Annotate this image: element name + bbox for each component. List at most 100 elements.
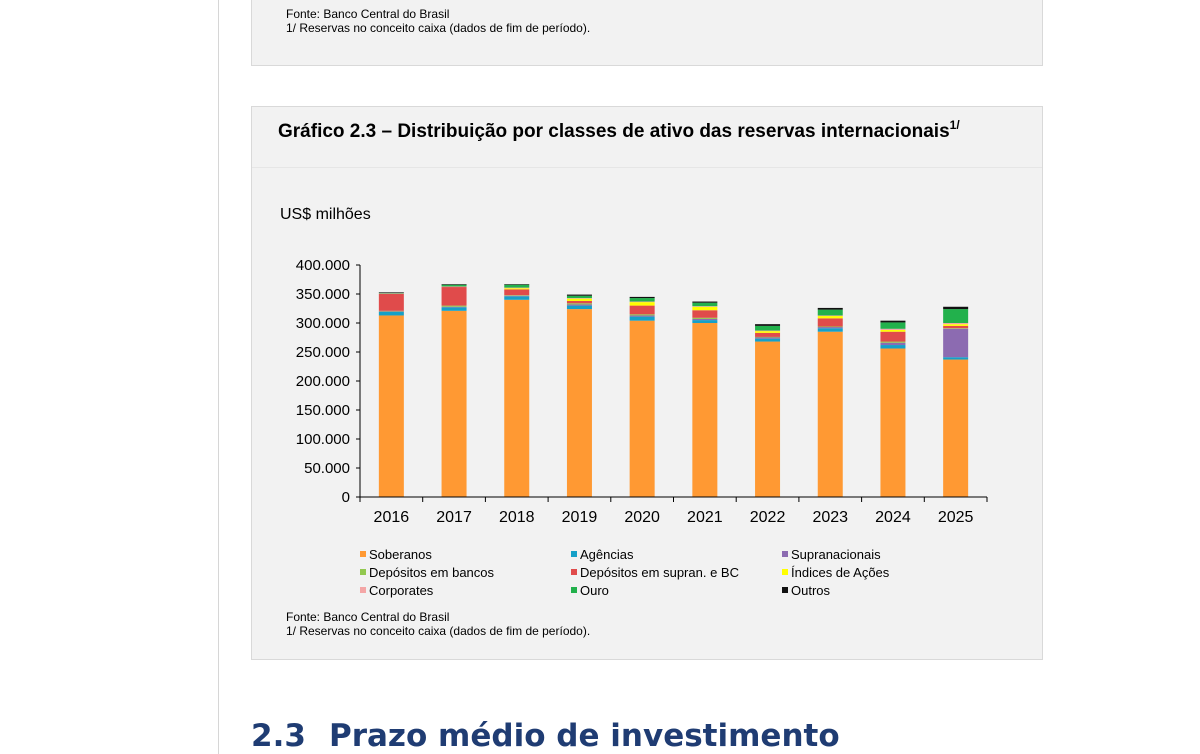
bar-segment-2024-ag-ncias [880, 345, 906, 349]
x-tick-label: 2025 [938, 509, 974, 526]
bar-segment-2025-outros [943, 306, 969, 310]
bar-segment-2017-ag-ncias [441, 307, 467, 311]
bar-segment-2020-ag-ncias [629, 316, 655, 321]
legend-swatch [782, 551, 788, 557]
bar-segment-2025-supranacionais [943, 328, 969, 358]
previous-chart-source: Fonte: Banco Central do Brasil 1/ Reserv… [286, 7, 590, 35]
legend-label: Depósitos em bancos [369, 564, 495, 580]
bar-segment-2018-soberanos [504, 299, 530, 497]
bar-segment-2025-ag-ncias [943, 357, 969, 360]
bar-segment-2022-dep-sitos-em-supran-e-bc [755, 332, 781, 337]
legend-swatch [571, 587, 577, 593]
x-tick-label: 2021 [687, 509, 723, 526]
legend-item: Supranacionais [782, 546, 993, 562]
x-tick-label: 2020 [624, 509, 660, 526]
legend-swatch [360, 587, 366, 593]
bar-segment-2018-dep-sitos-em-supran-e-bc [504, 289, 530, 296]
chart-source: Fonte: Banco Central do Brasil 1/ Reserv… [286, 610, 590, 638]
bar-segment-2019-dep-sitos-em-supran-e-bc [566, 300, 592, 304]
bar-segment-2023-supranacionais [817, 327, 843, 329]
y-tick-label: 50.000 [304, 460, 350, 477]
bar-segment-2020-outros [629, 296, 655, 299]
bar-segment-2024-soberanos [880, 348, 906, 497]
y-axis-unit-label: US$ milhões [280, 206, 371, 223]
legend-item: Depósitos em supran. e BC [571, 564, 782, 580]
bar-segment-2020-supranacionais [629, 315, 655, 317]
bar-segment-2016-dep-sitos-em-supran-e-bc [378, 294, 404, 311]
bar-segment-2018-ouro [504, 284, 530, 288]
y-tick-label: 300.000 [296, 315, 350, 332]
x-tick-label: 2016 [374, 509, 410, 526]
bar-segment-2025--ndices-de-a-es [943, 324, 969, 326]
bar-segment-2016-corporates [378, 293, 404, 294]
bar-segment-2024-ouro [880, 322, 906, 329]
y-tick-label: 100.000 [296, 431, 350, 448]
bar-segment-2016-supranacionais [378, 311, 404, 312]
legend-label: Ouro [580, 582, 609, 598]
bar-segment-2018-dep-sitos-em-bancos [504, 295, 530, 296]
legend-item: Depósitos em bancos [360, 564, 571, 580]
bar-segment-2018-supranacionais [504, 295, 530, 297]
source-text: Fonte: Banco Central do Brasil [286, 7, 450, 21]
bar-segment-2016-ag-ncias [378, 311, 404, 316]
bar-segment-2025-corporates [943, 323, 969, 325]
x-tick-label: 2022 [750, 509, 786, 526]
bar-segment-2024-corporates [880, 328, 906, 330]
title-divider [252, 167, 1042, 168]
bar-segment-2022-ag-ncias [755, 338, 781, 342]
x-tick-label: 2018 [499, 509, 535, 526]
legend-item: Corporates [360, 582, 571, 598]
legend-swatch [571, 551, 577, 557]
bar-segment-2025-dep-sitos-em-bancos [943, 328, 969, 329]
note-text: 1/ Reservas no conceito caixa (dados de … [286, 624, 591, 638]
bar-segment-2016-ouro [378, 292, 404, 294]
chart-title: Gráfico 2.3 – Distribuição por classes d… [278, 118, 960, 143]
source-text: Fonte: Banco Central do Brasil [286, 610, 450, 624]
bar-segment-2017-soberanos [441, 310, 467, 497]
bar-segment-2018-outros [504, 284, 530, 285]
x-tick-label: 2017 [436, 509, 472, 526]
chart-panel: Gráfico 2.3 – Distribuição por classes d… [251, 106, 1043, 660]
bar-segment-2019-corporates [566, 298, 592, 299]
legend-item: Agências [571, 546, 782, 562]
bar-segment-2021--ndices-de-a-es [692, 306, 718, 311]
bar-segment-2017-outros [441, 284, 467, 285]
bar-segment-2025-ouro [943, 309, 969, 323]
bar-segment-2021-supranacionais [692, 318, 718, 321]
legend-item: Ouro [571, 582, 782, 598]
bar-segment-2019--ndices-de-a-es [566, 298, 592, 301]
x-tick-label: 2019 [562, 509, 598, 526]
chart-title-superscript: 1/ [949, 118, 960, 132]
bar-segment-2017-supranacionais [441, 306, 467, 308]
legend-label: Corporates [369, 582, 434, 598]
legend-swatch [360, 569, 366, 575]
bar-segment-2016-outros [378, 292, 404, 293]
chart-legend: Soberanos Agências Supranacionais Depósitos… [360, 546, 1000, 598]
y-tick-label: 150.000 [296, 402, 350, 419]
legend-label: Soberanos [369, 546, 432, 562]
bar-segment-2016-soberanos [378, 315, 404, 497]
bar-segment-2017-ouro [441, 284, 467, 287]
y-tick-label: 350.000 [296, 286, 350, 303]
bar-segment-2024-dep-sitos-em-bancos [880, 341, 906, 343]
chart-title-text: Gráfico 2.3 – Distribuição por classes d… [278, 121, 950, 142]
bar-segment-2017-dep-sitos-em-bancos [441, 305, 467, 307]
legend-label: Supranacionais [791, 546, 881, 562]
bar-segment-2023-corporates [817, 315, 843, 317]
bar-segment-2024-supranacionais [880, 342, 906, 346]
legend-label: Índices de Ações [791, 564, 890, 580]
bar-segment-2019-soberanos [566, 309, 592, 497]
bar-segment-2020-soberanos [629, 320, 655, 497]
bar-segment-2020-dep-sitos-em-bancos [629, 314, 655, 316]
legend-swatch [571, 569, 577, 575]
bar-segment-2022-dep-sitos-em-bancos [755, 336, 781, 338]
section-heading: 2.3 Prazo médio de investimento [251, 718, 840, 754]
legend-label: Depósitos em supran. e BC [580, 564, 739, 580]
y-tick-label: 400.000 [296, 257, 350, 274]
bar-segment-2018-ag-ncias [504, 296, 530, 300]
bar-segment-2022-outros [755, 324, 781, 326]
bar-segment-2017-dep-sitos-em-supran-e-bc [441, 287, 467, 306]
bar-segment-2020-ouro [629, 298, 655, 302]
legend-swatch [782, 587, 788, 593]
note-text: 1/ Reservas no conceito caixa (dados de … [286, 21, 591, 35]
